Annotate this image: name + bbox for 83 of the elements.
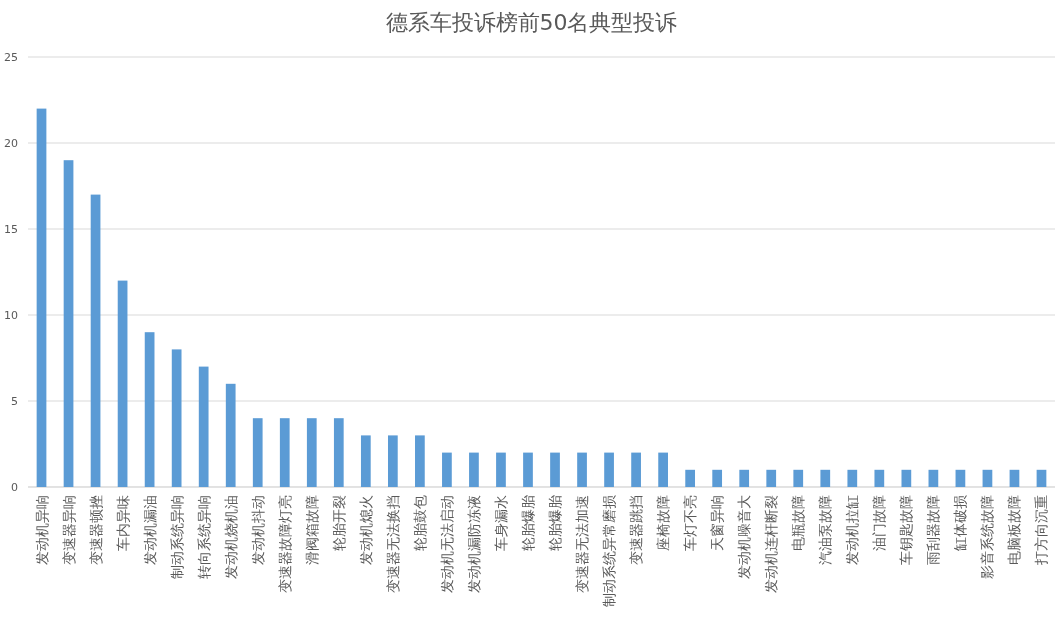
x-tick-label: 发动机漏防冻液 (465, 495, 482, 593)
y-tick-label: 20 (4, 137, 18, 150)
y-tick-label: 10 (4, 309, 18, 322)
bar (739, 469, 750, 487)
x-tick-label: 发动机抖动 (249, 495, 266, 565)
x-tick-label: 汽油泵故障 (817, 495, 834, 565)
bar (712, 469, 723, 487)
x-tick-label: 缸体破损 (952, 495, 969, 551)
x-tick-label: 雨刮器故障 (925, 495, 942, 565)
bar (387, 435, 398, 487)
y-tick-label: 5 (11, 395, 18, 408)
bar (279, 418, 290, 487)
x-tick-label: 座椅故障 (655, 495, 672, 551)
bar (550, 452, 560, 487)
bar (793, 469, 804, 487)
x-tick-label: 发动机无法启动 (438, 495, 455, 593)
y-tick-label: 15 (4, 223, 18, 236)
bar (658, 452, 668, 487)
bar (820, 469, 831, 487)
x-tick-label: 变速器顿挫 (87, 495, 104, 565)
bar (901, 469, 912, 487)
bar (306, 418, 317, 487)
y-tick-label: 25 (4, 51, 18, 64)
bar (225, 383, 236, 487)
bar (847, 469, 858, 487)
x-tick-label: 制动系统异响 (168, 495, 185, 579)
bar (442, 452, 452, 487)
bar (252, 418, 263, 487)
y-tick-label: 0 (11, 481, 18, 494)
x-tick-label: 车身漏水 (492, 495, 509, 551)
bar (955, 469, 966, 487)
x-tick-label: 发动机拉缸 (844, 495, 861, 565)
x-tick-label: 变速器跳挡 (628, 495, 645, 565)
bar (36, 108, 47, 487)
bar (685, 469, 696, 487)
x-tick-label: 变速器无法加速 (574, 495, 591, 593)
x-tick-label: 发动机烧机油 (222, 495, 239, 579)
x-tick-label: 车灯不亮 (682, 495, 699, 551)
bar (523, 452, 533, 487)
bar (631, 452, 641, 487)
bar (604, 452, 614, 487)
x-tick-label: 电瓶故障 (790, 495, 807, 551)
x-tick-label: 车钥匙故障 (898, 495, 915, 565)
bar (1009, 469, 1020, 487)
bar (171, 349, 182, 487)
x-tick-label: 滑阀箱故障 (303, 495, 320, 565)
bar (469, 452, 479, 487)
x-tick-label: 油门故障 (871, 495, 888, 551)
x-tick-label: 轮胎开裂 (330, 495, 347, 551)
x-tick-label: 天窗异响 (709, 495, 726, 551)
bar (144, 332, 155, 487)
chart-title: 德系车投诉榜前50名典型投诉 (385, 10, 678, 35)
x-tick-label: 转向系统异响 (195, 495, 212, 579)
x-tick-label: 发动机异响 (33, 495, 50, 565)
bar (577, 452, 587, 487)
x-tick-label: 发动机漏油 (141, 495, 158, 565)
bar (360, 435, 371, 487)
x-tick-label: 车内异味 (114, 495, 131, 551)
bar (496, 452, 506, 487)
bar (1036, 469, 1047, 487)
bar (874, 469, 885, 487)
x-tick-label: 电脑板故障 (1006, 495, 1023, 565)
bar (117, 280, 128, 487)
x-tick-label: 变速器无法换挡 (384, 495, 401, 593)
bar (928, 469, 939, 487)
x-tick-label: 制动系统异常磨损 (601, 495, 618, 607)
bar (415, 435, 425, 487)
bar (63, 160, 74, 487)
x-tick-label: 轮胎爆胎 (547, 495, 564, 551)
x-tick-label: 发动机熄火 (357, 495, 374, 565)
bar (333, 418, 344, 487)
bar (90, 194, 101, 487)
x-tick-label: 发动机噪音大 (736, 495, 753, 579)
x-tick-label: 变速器异响 (60, 495, 77, 565)
bar (198, 366, 209, 487)
bar (982, 469, 993, 487)
x-tick-label: 轮胎爆胎 (519, 495, 536, 551)
x-tick-label: 打方向沉重 (1033, 495, 1050, 566)
x-tick-label: 发动机连杆断裂 (763, 495, 780, 593)
x-tick-label: 影音系统故障 (979, 495, 996, 579)
x-tick-label: 变速器故障灯亮 (276, 495, 293, 593)
x-tick-label: 轮胎鼓包 (411, 495, 428, 551)
bar (766, 469, 777, 487)
